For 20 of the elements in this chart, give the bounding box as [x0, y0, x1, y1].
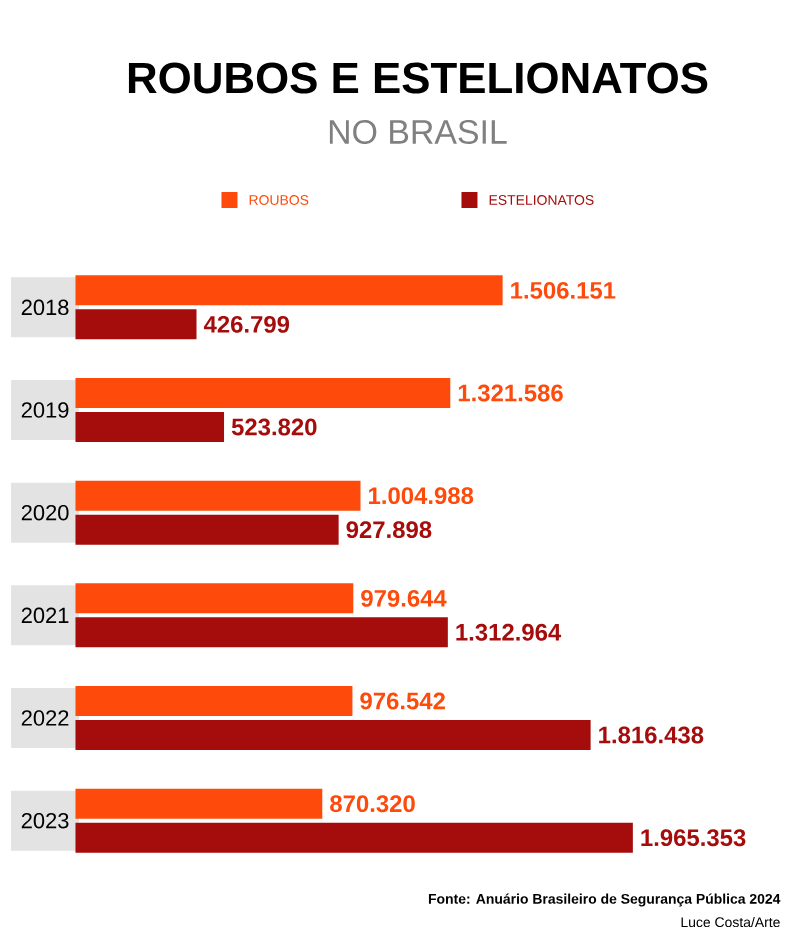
y-tick-label: 2020: [22, 504, 69, 521]
data-label: 523.820: [232, 418, 317, 436]
data-label: 927.898: [346, 521, 432, 539]
y-tick-label: 2023: [22, 812, 69, 829]
y-tick-label: 2022: [22, 710, 69, 726]
chart-title: ROUBOS E ESTELIONATOS: [129, 62, 708, 94]
y-tick-label: 2019: [22, 402, 69, 418]
chart-subtitle: NO BRASIL: [330, 119, 507, 144]
data-label: 426.799: [204, 315, 290, 333]
data-label: 1.312.964: [456, 623, 562, 641]
data-label: 976.542: [360, 692, 446, 710]
data-label: 1.506.151: [511, 281, 616, 299]
data-label: 979.644: [361, 589, 447, 607]
y-tick-label: 2021: [22, 607, 69, 624]
data-label: 1.004.988: [369, 487, 474, 505]
data-label: 1.965.353: [641, 829, 746, 847]
y-tick-label: 2018: [22, 299, 69, 316]
data-label: 1.321.586: [459, 384, 564, 402]
data-label: 1.816.438: [599, 726, 704, 744]
data-label: 870.320: [330, 795, 416, 813]
